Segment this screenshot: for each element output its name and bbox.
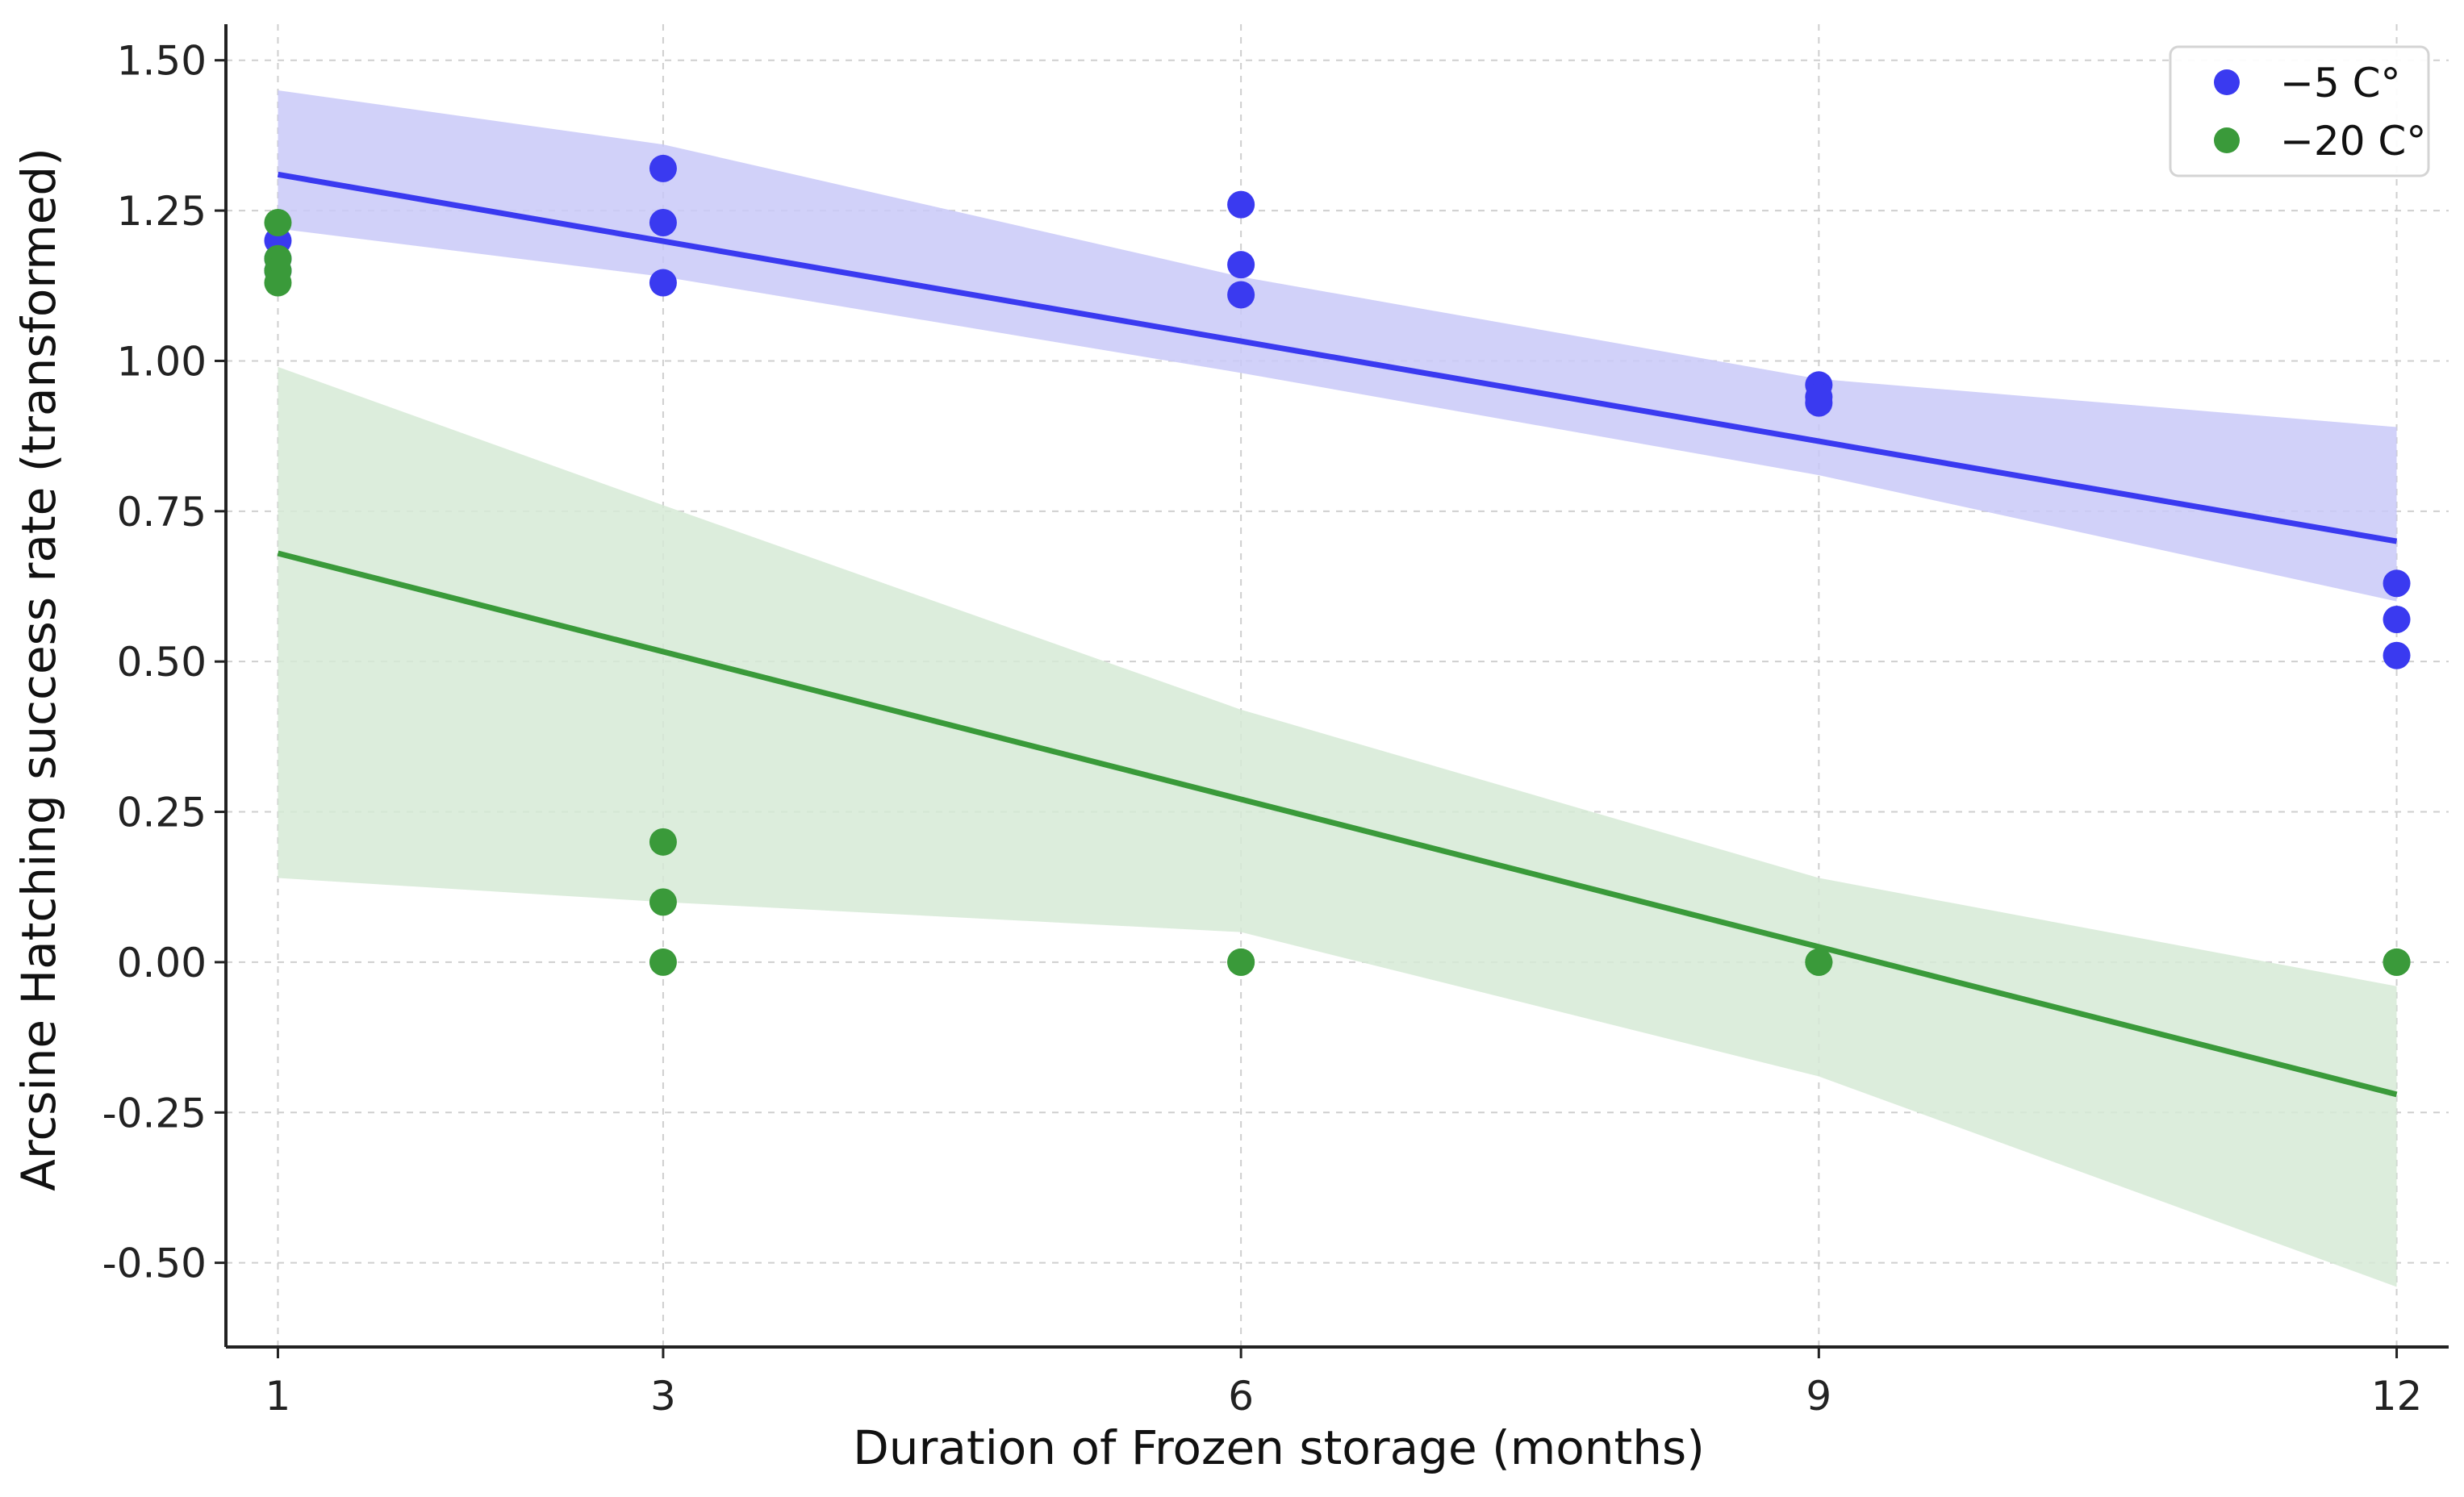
legend: −5 C° −20 C° <box>2169 45 2430 177</box>
data-points <box>264 154 2411 976</box>
confidence-band-0 <box>278 90 2397 602</box>
legend-marker-1 <box>2214 127 2240 153</box>
x-axis-label: Duration of Frozen storage (months) <box>853 1420 1705 1475</box>
legend-label-1: −20 C° <box>2280 118 2426 165</box>
y-tick-label-8: 1.50 <box>117 38 207 85</box>
confidence-bands <box>278 90 2397 1287</box>
y-tick-label-4: 0.50 <box>117 639 207 686</box>
data-point-0-14 <box>2383 641 2411 669</box>
data-point-0-4 <box>649 209 677 236</box>
regression-line-1 <box>277 550 2398 1098</box>
y-tick-label-2: 0.00 <box>117 940 207 986</box>
data-point-1-6 <box>649 948 677 976</box>
axes <box>224 24 2449 1349</box>
x-tick-label-2: 6 <box>1228 1373 1254 1420</box>
data-point-0-3 <box>649 154 677 182</box>
data-point-1-8 <box>1227 948 1255 976</box>
x-tick-label-3: 9 <box>1806 1373 1831 1420</box>
data-point-0-8 <box>1227 281 1255 309</box>
data-point-1-4 <box>649 828 677 856</box>
y-axis-label: Arcsine Hatching success rate (transform… <box>11 148 66 1191</box>
regression-line-0 <box>277 171 2398 544</box>
y-tick-label-1: -0.25 <box>102 1090 207 1136</box>
y-tick-label-6: 1.00 <box>117 338 207 385</box>
data-point-0-5 <box>649 269 677 297</box>
x-tick-label-4: 12 <box>2371 1373 2423 1420</box>
data-point-1-12 <box>2383 948 2411 976</box>
x-tick-label-0: 1 <box>265 1373 291 1420</box>
confidence-band-1 <box>278 366 2397 1287</box>
data-point-0-6 <box>1227 190 1255 219</box>
data-point-1-10 <box>1805 948 1833 976</box>
regression-lines <box>277 171 2398 1098</box>
legend-marker-0 <box>2214 69 2240 95</box>
x-tick-label-1: 3 <box>650 1373 676 1420</box>
data-point-0-7 <box>1227 251 1255 279</box>
legend-label-0: −5 C° <box>2280 60 2401 106</box>
data-point-0-11 <box>1805 389 1833 417</box>
tick-labels: 1 3 6 9 12 -0.50 -0.25 0.00 0.25 0.50 0.75 1.00 1.25… <box>102 38 2423 1420</box>
data-point-0-13 <box>2383 606 2411 633</box>
y-tick-label-5: 0.75 <box>117 489 207 536</box>
y-tick-label-0: -0.50 <box>102 1241 207 1287</box>
y-tick-label-7: 1.25 <box>117 188 207 235</box>
data-point-0-12 <box>2383 569 2411 598</box>
data-point-1-0 <box>264 209 292 236</box>
data-point-1-5 <box>649 888 677 916</box>
y-tick-label-3: 0.25 <box>117 790 207 836</box>
data-point-1-3 <box>264 269 292 297</box>
